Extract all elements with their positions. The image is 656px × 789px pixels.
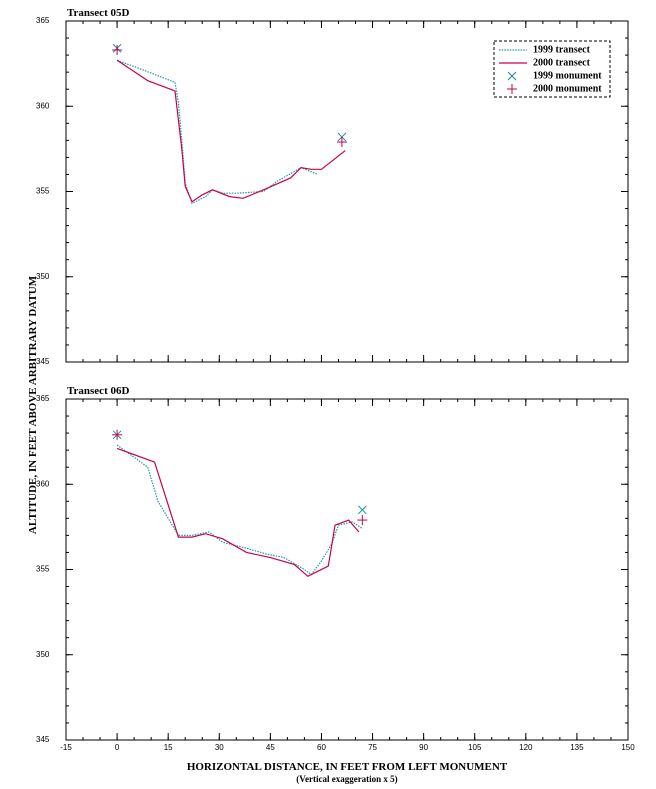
legend: 1999 transect 2000 transect 1999 monument 2… — [493, 40, 611, 98]
panel-title: Transect 05D — [67, 7, 129, 19]
y-tick-label: 360 — [36, 479, 50, 488]
marker-stroke — [357, 505, 367, 515]
monument-marker — [112, 44, 123, 55]
y-tick-label: 350 — [36, 650, 50, 659]
panel-title: Transect 06D — [67, 385, 129, 397]
legend-label: 2000 transect — [533, 57, 591, 68]
legend-label: 1999 transect — [533, 44, 591, 55]
x-tick-label: 120 — [519, 743, 533, 752]
monument-marker — [357, 515, 368, 526]
y-tick-label: 350 — [36, 272, 50, 281]
y-tick-label: 355 — [36, 187, 50, 196]
y-tick-label: 360 — [36, 101, 50, 110]
x-tick-label: 30 — [215, 743, 224, 752]
y-tick-label: 345 — [36, 357, 50, 366]
transect-line — [116, 447, 360, 578]
y-tick-label: 365 — [36, 16, 50, 25]
x-tick-label: 75 — [368, 743, 377, 752]
legend-label: 1999 monument — [533, 70, 602, 81]
x-tick-label: 135 — [570, 743, 584, 752]
transect-line — [116, 59, 319, 205]
marker-stroke — [507, 71, 517, 81]
transect-line — [116, 59, 346, 203]
monument-marker — [337, 132, 347, 142]
x-tick-label: 150 — [621, 743, 635, 752]
x-tick-label: -15 — [60, 743, 72, 752]
x-tick-label: 90 — [419, 743, 428, 752]
monument-marker — [357, 505, 367, 515]
x-tick-label: 60 — [317, 743, 326, 752]
plot-frame — [65, 398, 629, 741]
transect-line — [116, 444, 363, 576]
monument-marker — [336, 137, 347, 148]
x-tick-label: 15 — [164, 743, 173, 752]
y-tick-label: 345 — [36, 735, 50, 744]
y-tick-label: 365 — [36, 394, 50, 403]
x-axis-note: (Vertical exaggeration x 5) — [296, 774, 397, 784]
x-axis-label: HORIZONTAL DISTANCE, IN FEET FROM LEFT M… — [187, 761, 508, 773]
x-tick-label: 45 — [266, 743, 275, 752]
y-axis-label: ALTITUDE, IN FEET ABOVE ARBITRARY DATUM — [27, 275, 39, 534]
legend-label: 2000 monument — [533, 83, 602, 94]
x-tick-label: 0 — [115, 743, 120, 752]
monument-marker — [112, 429, 123, 440]
marker-stroke — [337, 132, 347, 142]
y-tick-label: 355 — [36, 565, 50, 574]
x-tick-label: 105 — [468, 743, 482, 752]
